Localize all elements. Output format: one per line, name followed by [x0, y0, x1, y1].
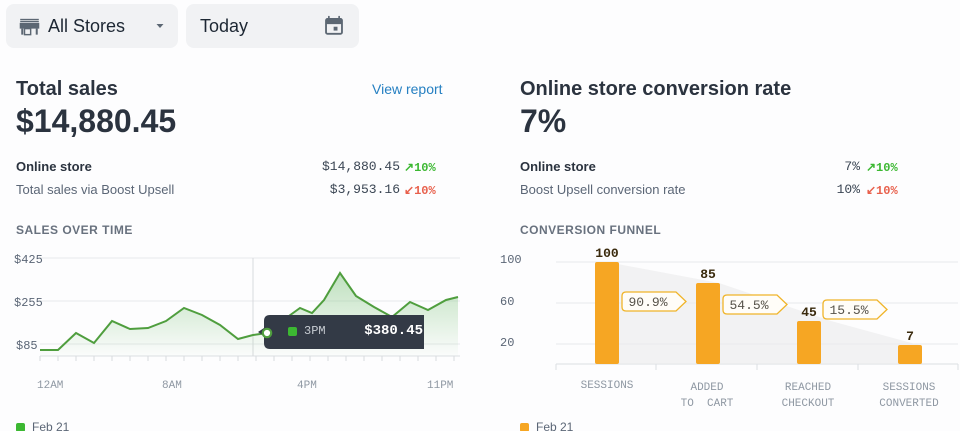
svg-text:54.5%: 54.5% — [729, 298, 768, 313]
svg-text:7: 7 — [906, 329, 914, 344]
svg-text:85: 85 — [700, 267, 716, 282]
svg-text:90.9%: 90.9% — [628, 295, 667, 310]
svg-text:15.5%: 15.5% — [829, 303, 868, 318]
svg-text:45: 45 — [801, 305, 817, 320]
svg-text:100: 100 — [595, 246, 619, 261]
